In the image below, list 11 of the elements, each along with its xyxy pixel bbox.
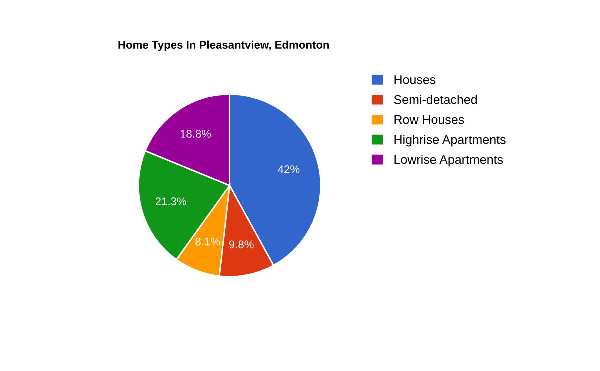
data-label: 42% [278,166,300,174]
legend-label: Houses [394,76,436,84]
legend-label: Lowrise Apartments [394,155,504,167]
chart-title: Home Types In Pleasantview, Edmonton [118,40,330,52]
data-label: 8.1% [196,238,220,246]
data-label: 18.8% [180,130,212,138]
legend-label: Row Houses [394,116,464,124]
data-label: 21.3% [156,198,186,206]
data-label: 9.8% [229,240,254,249]
legend-label: Highrise Apartments [394,135,506,147]
legend-label: Semi-detached [394,95,478,104]
